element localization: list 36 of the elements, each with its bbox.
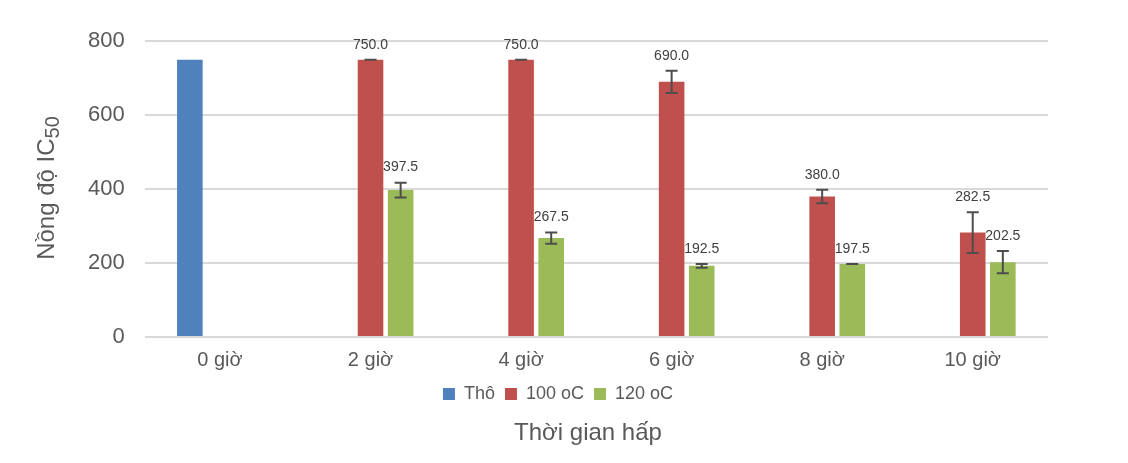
- bar: [990, 262, 1016, 336]
- bar: [357, 59, 384, 336]
- legend-label: Thô: [463, 382, 495, 403]
- x-tick-label: 2 giờ: [347, 347, 394, 370]
- x-tick-label: 10 giờ: [944, 347, 1001, 370]
- y-tick-label: 0: [112, 323, 125, 349]
- data-label: 282.5: [955, 188, 991, 205]
- data-label: 267.5: [533, 208, 569, 225]
- x-tick-label: 6 giờ: [648, 347, 695, 370]
- bar: [839, 263, 866, 336]
- data-label: 202.5: [985, 226, 1021, 243]
- bar: [959, 232, 986, 336]
- bar: [688, 265, 715, 336]
- data-label: 197.5: [834, 239, 871, 256]
- data-label: 750.0: [353, 35, 389, 52]
- x-tick-label: 0 giờ: [197, 347, 243, 370]
- legend-label: 120 oC: [615, 382, 674, 403]
- data-label: 750.0: [503, 35, 539, 52]
- bar: [809, 196, 835, 336]
- bar: [387, 190, 414, 336]
- x-tick-label: 8 giờ: [799, 347, 845, 370]
- bar: [538, 238, 564, 336]
- data-label: 397.5: [383, 158, 419, 175]
- y-tick-label: 200: [87, 249, 125, 275]
- y-tick-label: 400: [87, 175, 125, 201]
- legend-label: 100 oC: [525, 382, 585, 403]
- x-axis-title: Thời gian hấp: [513, 418, 663, 446]
- data-label: 690.0: [654, 46, 690, 63]
- data-label: 380.0: [804, 165, 840, 182]
- bar: [508, 59, 534, 336]
- y-tick-label: 600: [87, 101, 125, 127]
- bar: [658, 81, 685, 336]
- bar: [177, 59, 203, 336]
- x-tick-label: 4 giờ: [498, 347, 544, 370]
- data-label: 192.5: [684, 239, 720, 256]
- y-tick-label: 800: [87, 27, 125, 53]
